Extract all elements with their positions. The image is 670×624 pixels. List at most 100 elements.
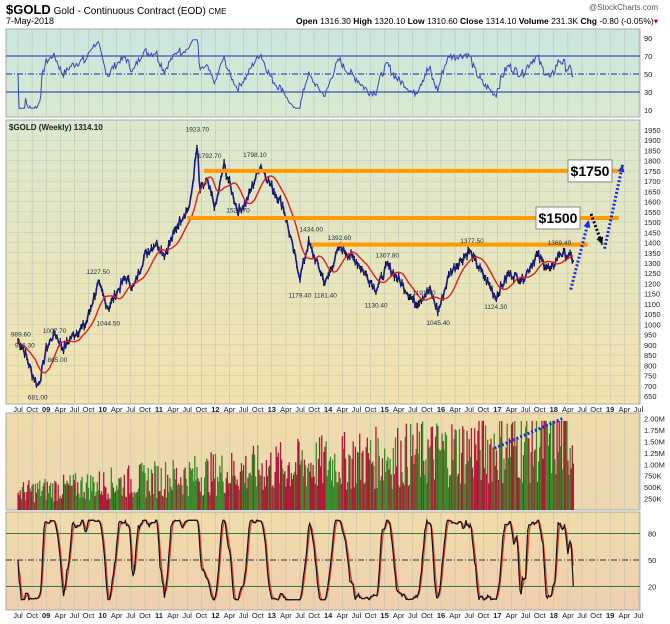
volume-bar	[567, 460, 569, 510]
volume-bar	[80, 480, 82, 510]
quote-summary: Open 1316.30 High 1320.10 Low 1310.60 Cl…	[296, 16, 658, 27]
price-annotation: 1130.40	[365, 303, 388, 310]
volume-bar	[513, 446, 515, 510]
volume-bar	[366, 437, 368, 510]
volume-bar	[276, 457, 278, 510]
volume-bar	[337, 482, 339, 510]
volume-bar	[168, 491, 170, 510]
volume-bar	[206, 458, 208, 510]
close-label: Close	[460, 16, 484, 26]
x-tick-label: Apr	[618, 611, 630, 620]
volume-bar	[346, 489, 348, 510]
volume-bar	[520, 420, 522, 510]
volume-bar	[256, 486, 258, 510]
x-tick-label: Apr	[336, 611, 348, 620]
volume-bar	[162, 496, 165, 510]
volume-bar	[407, 485, 410, 510]
y-tick-label: 1550	[644, 208, 661, 217]
volume-bar	[521, 482, 524, 510]
x-tick-label: Jul	[577, 405, 587, 414]
volume-bar	[505, 447, 507, 510]
rsi-tick-label: 70	[644, 52, 652, 61]
volume-bar	[551, 473, 553, 510]
volume-bar	[313, 476, 315, 510]
x-tick-label: Oct	[477, 405, 490, 414]
x-tick-label: Jul	[634, 405, 644, 414]
volume-bar	[253, 454, 256, 510]
volume-bar	[218, 481, 220, 510]
volume-bar	[145, 497, 147, 510]
y-tick-label: 1250	[644, 269, 661, 278]
x-tick-label: Apr	[393, 405, 405, 414]
volume-bar	[190, 470, 193, 510]
volume-bar	[502, 483, 504, 510]
y-tick-label: 850	[644, 351, 657, 360]
volume-bar	[329, 456, 332, 510]
volume-bar	[496, 469, 499, 510]
x-tick-label: 11	[155, 611, 163, 620]
x-tick-label: Oct	[590, 405, 603, 414]
volume-bar	[22, 482, 25, 510]
volume-bar	[494, 465, 496, 510]
volume-bar	[205, 461, 207, 510]
high-label: High	[353, 16, 373, 26]
volume-bar	[36, 483, 39, 510]
volume-bar	[301, 450, 303, 510]
volume-bar	[430, 427, 432, 510]
volume-bar	[23, 491, 26, 510]
volume-bar	[222, 481, 224, 510]
volume-bar	[85, 482, 88, 510]
rsi-line	[17, 39, 574, 110]
x-tick-label: Jul	[521, 611, 531, 620]
volume-bar	[108, 498, 110, 510]
volume-bar	[321, 435, 323, 510]
volume-bar	[282, 468, 284, 510]
volume-bar	[251, 454, 253, 510]
volume-tick-label: 500K	[644, 483, 662, 492]
volume-bar	[277, 452, 280, 510]
price-annotation: 1181.40	[314, 292, 337, 299]
volume-bar	[356, 451, 359, 510]
x-tick-label: Oct	[252, 611, 265, 620]
volume-bar	[456, 476, 458, 510]
volume-bar	[544, 420, 546, 510]
volume-bar	[498, 421, 501, 510]
volume-bar	[429, 445, 431, 510]
volume-bar	[468, 438, 470, 510]
volume-bar	[246, 488, 248, 510]
volume-bar	[322, 483, 324, 510]
volume-bar	[320, 466, 322, 510]
x-tick-label: Oct	[365, 611, 378, 620]
volume-bar	[112, 487, 115, 510]
x-tick-label: Apr	[54, 611, 66, 620]
x-tick-label: 14	[324, 405, 333, 414]
volume-bar	[291, 479, 294, 510]
x-tick-label: Oct	[26, 611, 39, 620]
rsi-tick-label: 10	[644, 106, 652, 115]
volume-bar	[501, 420, 503, 510]
volume-bar	[369, 440, 372, 510]
volume-bar	[272, 485, 274, 510]
volume-bar	[92, 476, 94, 510]
volume-bar	[292, 474, 295, 510]
volume-bar	[568, 474, 570, 510]
level-label: $1500	[539, 210, 578, 226]
volume-bar	[143, 465, 145, 510]
volume-bar	[504, 469, 506, 510]
volume-bar	[109, 498, 111, 510]
volume-bar	[376, 488, 378, 510]
volume-bar	[373, 465, 375, 510]
volume-bar	[265, 460, 268, 510]
volume-bar	[227, 483, 230, 510]
volume-bar	[69, 475, 71, 510]
volume-bar	[261, 463, 263, 510]
volume-bar	[90, 475, 92, 510]
volume-bar	[93, 482, 95, 510]
volume-bar	[518, 477, 520, 510]
volume-bar	[490, 438, 492, 510]
volume-bar	[32, 483, 34, 510]
chart-header: $GOLD Gold - Continuous Contract (EOD) C…	[0, 0, 670, 28]
x-tick-label: Oct	[139, 611, 152, 620]
volume-bar	[26, 492, 28, 510]
high-value: 1320.10	[374, 16, 406, 26]
